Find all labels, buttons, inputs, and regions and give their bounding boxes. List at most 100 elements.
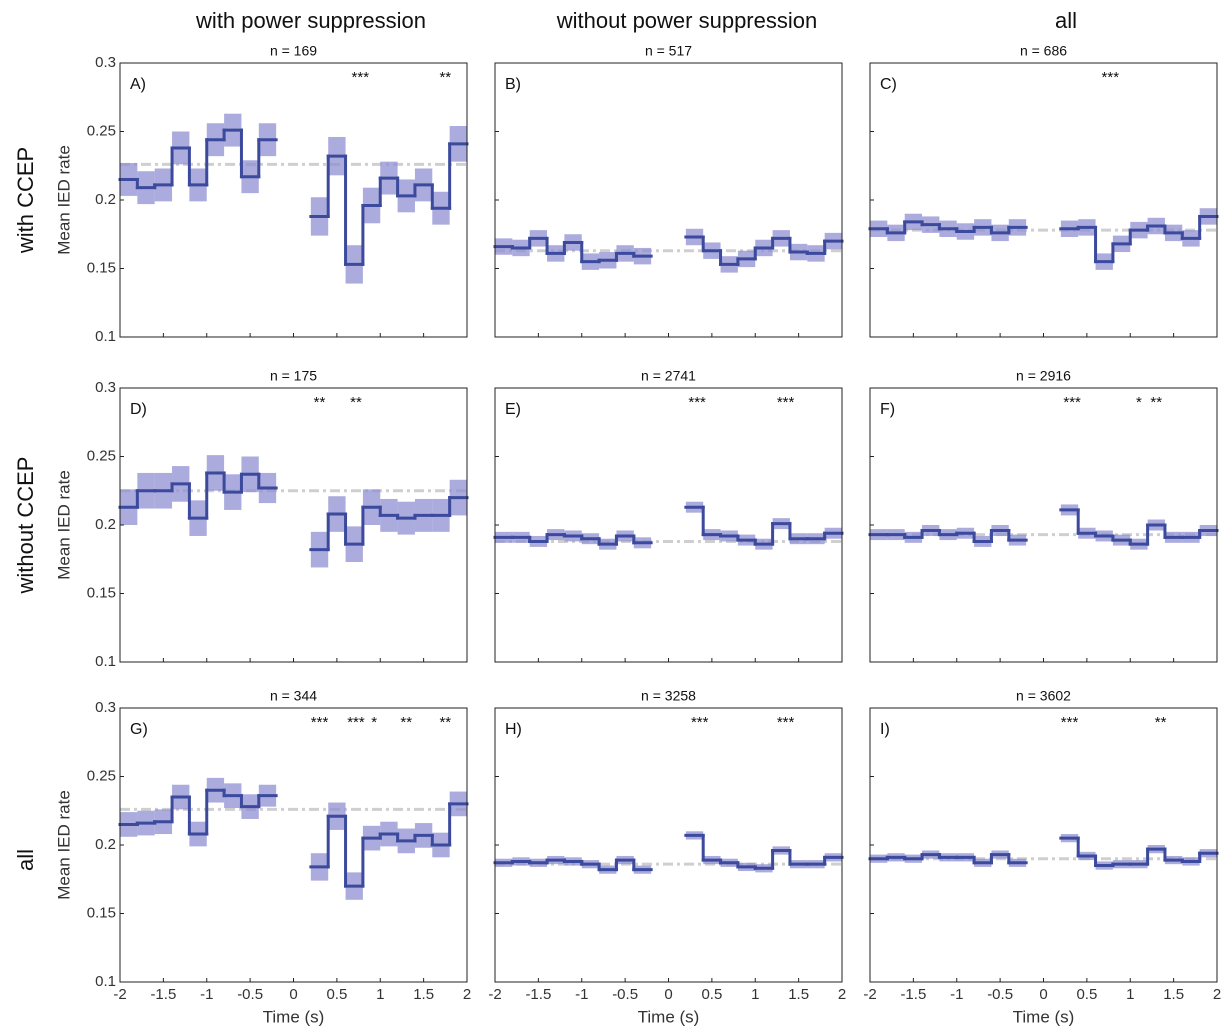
significance-stars: **	[439, 714, 451, 731]
panel: n = 169 0.1 0.15 0.2 0.25 0.3 Mean IED rate A) *…	[54, 43, 469, 345]
significance-stars: ***	[777, 714, 795, 731]
y-axis-label: Mean IED rate	[54, 470, 73, 580]
panel-label: E)	[505, 401, 521, 418]
x-tick-label: -0.5	[612, 986, 638, 1003]
significance-stars: *	[1136, 394, 1142, 411]
plot-frame	[494, 707, 843, 983]
panel-title: n = 2916	[1016, 368, 1071, 384]
significance-stars: ***	[691, 714, 709, 731]
x-tick-label: -0.5	[987, 986, 1013, 1003]
significance-stars: ***	[352, 69, 370, 86]
y-tick-label: 0.1	[95, 973, 116, 990]
panel-title: n = 3602	[1016, 688, 1071, 704]
x-tick-label: -1	[200, 986, 213, 1003]
plot-frame	[869, 62, 1218, 338]
x-axis-label: Time (s)	[1013, 1007, 1075, 1026]
x-tick-label: -2	[863, 986, 876, 1003]
row-title: with CCEP	[13, 147, 38, 254]
x-tick-label: 0.5	[1076, 986, 1097, 1003]
panel: n = 2741 E) *** ***	[493, 368, 844, 663]
panel-title: n = 3258	[641, 688, 696, 704]
y-axis-label: Mean IED rate	[54, 145, 73, 255]
significance-stars: **	[350, 394, 362, 411]
x-tick-label: -2	[113, 986, 126, 1003]
y-tick-label: 0.1	[95, 328, 116, 345]
y-tick-label: 0.25	[87, 447, 116, 464]
x-tick-label: 1.5	[788, 986, 809, 1003]
y-tick-label: 0.25	[87, 767, 116, 784]
panel: n = 3602 -2 -1.5 -1 -0.5 0 0.5 1 1.5 2 Time (s) I) *…	[863, 688, 1221, 1027]
y-tick-label: 0.2	[95, 191, 116, 208]
y-tick-label: 0.15	[87, 584, 116, 601]
x-tick-label: 0	[1039, 986, 1047, 1003]
x-tick-label: -1.5	[150, 986, 176, 1003]
column-title: all	[1055, 8, 1077, 33]
column-title: without power suppression	[556, 8, 817, 33]
x-tick-label: -1.5	[900, 986, 926, 1003]
panel-label: C)	[880, 76, 897, 93]
row-title: without CCEP	[13, 457, 38, 595]
panel-title: n = 169	[270, 43, 317, 59]
x-axis-label: Time (s)	[638, 1007, 700, 1026]
significance-stars: ***	[311, 714, 329, 731]
y-tick-label: 0.2	[95, 516, 116, 533]
y-tick-label: 0.3	[95, 54, 116, 71]
y-tick-label: 0.25	[87, 122, 116, 139]
panel-label: B)	[505, 76, 521, 93]
x-tick-label: 2	[1213, 986, 1221, 1003]
y-tick-label: 0.3	[95, 699, 116, 716]
x-tick-label: 1	[1126, 986, 1134, 1003]
significance-stars: **	[400, 714, 412, 731]
panel-title: n = 686	[1020, 43, 1067, 59]
significance-stars: **	[1150, 394, 1162, 411]
x-tick-label: -1	[950, 986, 963, 1003]
x-tick-label: -1.5	[525, 986, 551, 1003]
x-tick-label: 0.5	[326, 986, 347, 1003]
x-tick-label: 1.5	[1163, 986, 1184, 1003]
x-axis-label: Time (s)	[263, 1007, 325, 1026]
significance-stars: ***	[1061, 714, 1079, 731]
y-tick-label: 0.15	[87, 259, 116, 276]
panel-title: n = 344	[270, 688, 317, 704]
y-tick-label: 0.15	[87, 904, 116, 921]
x-tick-label: -1	[575, 986, 588, 1003]
significance-stars: **	[1155, 714, 1167, 731]
panel-label: F)	[880, 401, 895, 418]
x-tick-label: -2	[488, 986, 501, 1003]
significance-stars: ***	[347, 714, 365, 731]
x-tick-label: 2	[463, 986, 471, 1003]
panel-title: n = 517	[645, 43, 692, 59]
row-title: all	[13, 849, 38, 871]
column-title: with power suppression	[195, 8, 426, 33]
x-tick-label: 1	[751, 986, 759, 1003]
y-tick-label: 0.1	[95, 653, 116, 670]
x-tick-label: 1.5	[413, 986, 434, 1003]
x-tick-label: 0.5	[701, 986, 722, 1003]
significance-stars: **	[439, 69, 451, 86]
panel: n = 3258 -2 -1.5 -1 -0.5 0 0.5 1 1.5 2 Time (s) H) *…	[488, 688, 846, 1027]
x-tick-label: 0	[664, 986, 672, 1003]
x-tick-label: -0.5	[237, 986, 263, 1003]
panel-title: n = 2741	[641, 368, 696, 384]
panel-label: I)	[880, 721, 890, 738]
panel-label: G)	[130, 721, 148, 738]
y-tick-label: 0.2	[95, 836, 116, 853]
significance-stars: ***	[777, 394, 795, 411]
x-tick-label: 0	[289, 986, 297, 1003]
panel: n = 686 C) ***	[868, 43, 1219, 338]
significance-stars: **	[314, 394, 326, 411]
significance-stars: ***	[1063, 394, 1081, 411]
significance-stars: ***	[1102, 69, 1120, 86]
panel-label: H)	[505, 721, 522, 738]
significance-stars: ***	[688, 394, 706, 411]
panel-title: n = 175	[270, 368, 317, 384]
y-tick-label: 0.3	[95, 379, 116, 396]
plot-frame	[494, 62, 843, 338]
panel: n = 175 0.1 0.15 0.2 0.25 0.3 Mean IED rate D) *…	[54, 368, 469, 670]
panel-label: A)	[130, 76, 146, 93]
panel: n = 344 -2 -1.5 -1 -0.5 0 0.5 1 1.5 2 0.1 0.15 0.2 0.…	[54, 688, 471, 1027]
significance-stars: *	[371, 714, 377, 731]
x-tick-label: 2	[838, 986, 846, 1003]
panel-label: D)	[130, 401, 147, 418]
